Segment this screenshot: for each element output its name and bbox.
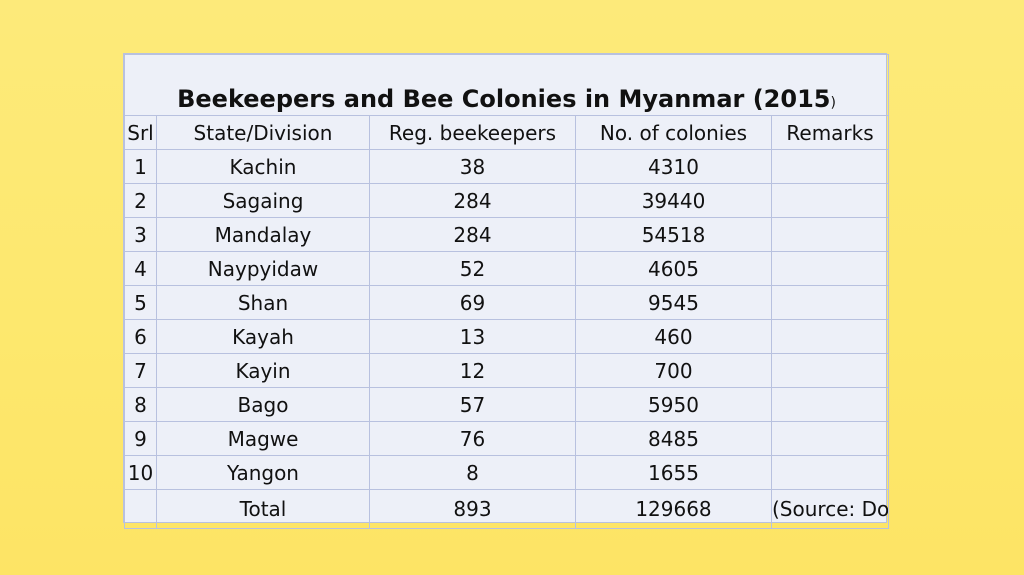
row-state-division: Kachin xyxy=(156,149,370,184)
beekeepers-table: Beekeepers and Bee Colonies in Myanmar (… xyxy=(123,54,890,529)
row-state-division: Yangon xyxy=(156,455,370,490)
table-row: 1 Kachin 38 4310 xyxy=(124,149,890,184)
row-srl: 5 xyxy=(124,285,157,320)
row-no-of-colonies: 8485 xyxy=(575,421,772,456)
row-state-division: Kayah xyxy=(156,319,370,354)
total-label: Total xyxy=(156,489,370,529)
source-note: (Source: DoA) xyxy=(770,489,890,529)
row-srl: 3 xyxy=(124,217,157,252)
row-reg-beekeepers: 12 xyxy=(369,353,576,388)
table-row: 8 Bago 57 5950 xyxy=(124,387,890,422)
row-no-of-colonies: 54518 xyxy=(575,217,772,252)
table-row: 5 Shan 69 9545 xyxy=(124,285,890,320)
header-remarks: Remarks xyxy=(770,115,890,150)
title-row: Beekeepers and Bee Colonies in Myanmar (… xyxy=(123,54,890,116)
row-no-of-colonies: 4605 xyxy=(575,251,772,286)
header-state-division: State/Division xyxy=(156,115,370,150)
table-row: 4 Naypyidaw 52 4605 xyxy=(124,251,890,286)
table-row: 10 Yangon 8 1655 xyxy=(124,455,890,490)
row-no-of-colonies: 1655 xyxy=(575,455,772,490)
row-reg-beekeepers: 284 xyxy=(369,183,576,218)
header-reg-beekeepers: Reg. beekeepers xyxy=(369,115,576,150)
row-srl: 9 xyxy=(124,421,157,456)
table-row: 7 Kayin 12 700 xyxy=(124,353,890,388)
row-reg-beekeepers: 69 xyxy=(369,285,576,320)
table-frame: Beekeepers and Bee Colonies in Myanmar (… xyxy=(123,53,890,529)
row-remarks xyxy=(770,251,890,286)
row-reg-beekeepers: 52 xyxy=(369,251,576,286)
row-state-division: Mandalay xyxy=(156,217,370,252)
table-row: 9 Magwe 76 8485 xyxy=(124,421,890,456)
row-no-of-colonies: 700 xyxy=(575,353,772,388)
row-reg-beekeepers: 38 xyxy=(369,149,576,184)
table-title-main: Beekeepers and Bee Colonies in Myanmar (… xyxy=(177,85,831,113)
table-row: 6 Kayah 13 460 xyxy=(124,319,890,354)
row-state-division: Naypyidaw xyxy=(156,251,370,286)
table-row: 3 Mandalay 284 54518 xyxy=(124,217,890,252)
row-reg-beekeepers: 13 xyxy=(369,319,576,354)
total-srl-empty xyxy=(124,489,157,529)
row-reg-beekeepers: 57 xyxy=(369,387,576,422)
row-srl: 2 xyxy=(124,183,157,218)
table-title-paren: ) xyxy=(830,95,836,111)
total-row: Total 893 129668 (Source: DoA) xyxy=(124,489,890,529)
row-srl: 7 xyxy=(124,353,157,388)
table-row: 2 Sagaing 284 39440 xyxy=(124,183,890,218)
header-no-of-colonies: No. of colonies xyxy=(575,115,772,150)
row-no-of-colonies: 460 xyxy=(575,319,772,354)
row-reg-beekeepers: 76 xyxy=(369,421,576,456)
row-srl: 1 xyxy=(124,149,157,184)
total-colonies: 129668 xyxy=(575,489,772,529)
row-remarks xyxy=(770,217,890,252)
table-title: Beekeepers and Bee Colonies in Myanmar (… xyxy=(123,54,890,116)
row-reg-beekeepers: 284 xyxy=(369,217,576,252)
row-no-of-colonies: 4310 xyxy=(575,149,772,184)
row-state-division: Magwe xyxy=(156,421,370,456)
row-state-division: Shan xyxy=(156,285,370,320)
row-no-of-colonies: 39440 xyxy=(575,183,772,218)
row-state-division: Bago xyxy=(156,387,370,422)
total-beekeepers: 893 xyxy=(369,489,576,529)
row-remarks xyxy=(770,421,890,456)
row-remarks xyxy=(770,285,890,320)
row-remarks xyxy=(770,387,890,422)
row-reg-beekeepers: 8 xyxy=(369,455,576,490)
row-remarks xyxy=(770,183,890,218)
row-state-division: Sagaing xyxy=(156,183,370,218)
row-srl: 6 xyxy=(124,319,157,354)
row-state-division: Kayin xyxy=(156,353,370,388)
row-no-of-colonies: 5950 xyxy=(575,387,772,422)
row-remarks xyxy=(770,455,890,490)
header-row: Srl State/Division Reg. beekeepers No. o… xyxy=(124,115,890,150)
row-no-of-colonies: 9545 xyxy=(575,285,772,320)
row-srl: 8 xyxy=(124,387,157,422)
row-remarks xyxy=(770,149,890,184)
row-srl: 10 xyxy=(124,455,157,490)
row-remarks xyxy=(770,319,890,354)
row-srl: 4 xyxy=(124,251,157,286)
row-remarks xyxy=(770,353,890,388)
header-srl: Srl xyxy=(124,115,157,150)
